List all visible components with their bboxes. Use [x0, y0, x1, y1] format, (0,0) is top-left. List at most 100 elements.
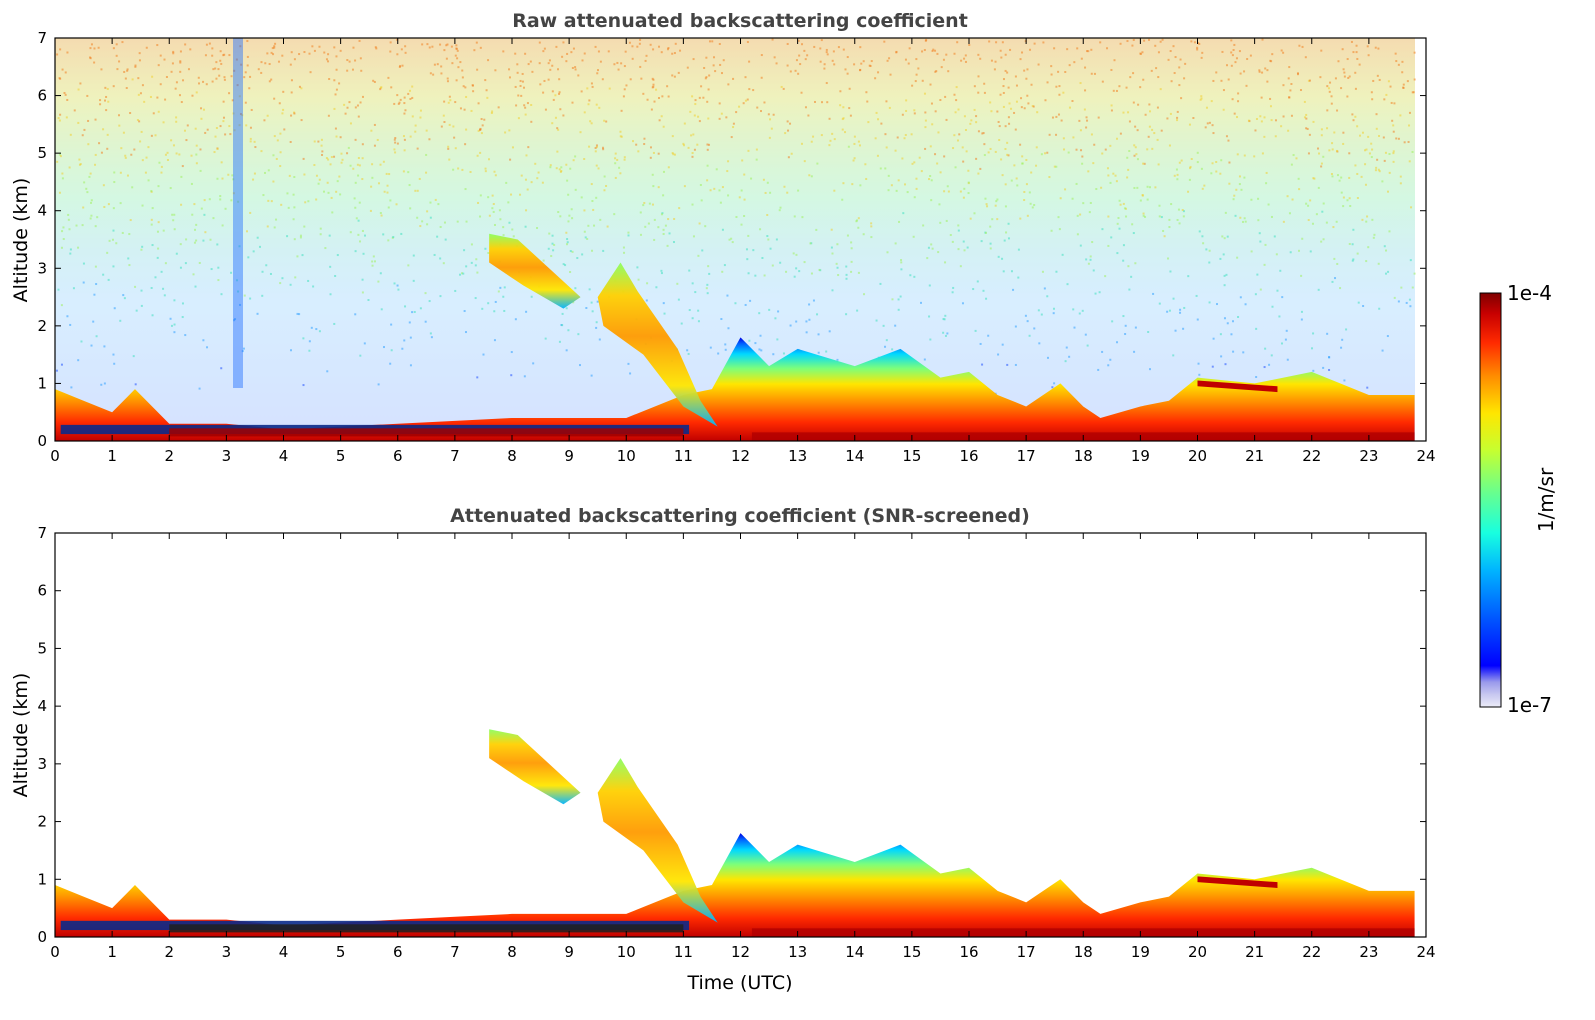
- noise-dot: [562, 263, 565, 266]
- noise-dot: [369, 209, 372, 212]
- noise-dot: [1198, 373, 1201, 376]
- noise-dot: [831, 289, 834, 292]
- noise-dot: [411, 115, 414, 118]
- noise-dot: [1073, 61, 1076, 64]
- noise-dot: [805, 320, 808, 323]
- noise-dot: [336, 180, 339, 183]
- noise-dot: [75, 224, 78, 227]
- noise-dot: [122, 294, 125, 297]
- noise-dot: [1376, 74, 1379, 77]
- noise-dot: [1020, 106, 1023, 109]
- noise-dot: [1305, 127, 1308, 130]
- noise-dot: [370, 185, 373, 188]
- noise-dot: [1291, 198, 1294, 201]
- noise-dot: [138, 59, 141, 62]
- noise-dot: [1014, 363, 1017, 366]
- noise-dot: [959, 265, 962, 268]
- noise-dot: [1132, 101, 1135, 104]
- noise-dot: [1161, 38, 1164, 41]
- noise-dot: [774, 317, 777, 320]
- noise-dot: [879, 167, 882, 170]
- noise-dot: [1326, 85, 1329, 88]
- noise-dot: [396, 284, 399, 287]
- noise-dot: [603, 175, 606, 178]
- noise-dot: [657, 186, 660, 189]
- noise-dot: [928, 284, 931, 287]
- noise-dot: [249, 137, 252, 140]
- noise-dot: [189, 48, 192, 51]
- noise-dot: [476, 271, 479, 274]
- noise-dot: [499, 286, 502, 289]
- noise-dot: [524, 178, 527, 181]
- noise-dot: [1234, 61, 1237, 64]
- noise-dot: [957, 248, 960, 251]
- noise-dot: [1264, 243, 1267, 246]
- noise-dot: [640, 77, 643, 80]
- noise-dot: [1211, 124, 1214, 127]
- x-tick-label: 13: [788, 447, 807, 465]
- noise-dot: [524, 106, 527, 109]
- noise-dot: [601, 78, 604, 81]
- noise-dot: [925, 38, 928, 41]
- noise-dot: [572, 159, 575, 162]
- noise-dot: [195, 153, 198, 156]
- noise-dot: [718, 102, 721, 105]
- noise-dot: [115, 54, 118, 57]
- noise-dot: [325, 58, 328, 61]
- noise-dot: [741, 159, 744, 162]
- noise-dot: [738, 196, 741, 199]
- noise-dot: [520, 94, 523, 97]
- noise-dot: [557, 68, 560, 71]
- noise-dot: [213, 151, 216, 154]
- noise-dot: [663, 312, 666, 315]
- noise-dot: [1413, 51, 1416, 54]
- noise-dot: [77, 359, 80, 362]
- noise-dot: [244, 101, 247, 104]
- noise-dot: [1156, 106, 1159, 109]
- noise-dot: [804, 106, 807, 109]
- noise-dot: [1116, 252, 1119, 255]
- noise-dot: [973, 212, 976, 215]
- noise-dot: [595, 103, 598, 106]
- noise-dot: [1160, 216, 1163, 219]
- noise-dot: [290, 91, 293, 94]
- noise-dot: [694, 291, 697, 294]
- noise-dot: [230, 75, 233, 78]
- x-tick-label: 6: [393, 943, 403, 961]
- x-tick-label: 12: [731, 943, 750, 961]
- noise-dot: [891, 348, 894, 351]
- noise-dot: [732, 77, 735, 80]
- noise-dot: [416, 216, 419, 219]
- noise-dot: [380, 308, 383, 311]
- noise-dot: [160, 165, 163, 168]
- noise-dot: [671, 135, 674, 138]
- noise-dot: [544, 337, 547, 340]
- noise-dot: [554, 94, 557, 97]
- noise-dot: [977, 91, 980, 94]
- noise-dot: [551, 242, 554, 245]
- noise-dot: [134, 383, 137, 386]
- noise-dot: [605, 184, 608, 187]
- noise-dot: [268, 63, 271, 66]
- noise-dot: [1166, 310, 1169, 313]
- noise-dot: [1155, 67, 1158, 70]
- noise-dot: [1338, 179, 1341, 182]
- noise-dot: [106, 133, 109, 136]
- noise-dot: [1179, 308, 1182, 311]
- noise-dot: [619, 135, 622, 138]
- noise-dot: [877, 118, 880, 121]
- noise-dot: [117, 114, 120, 117]
- noise-dot: [857, 271, 860, 274]
- noise-dot: [320, 144, 323, 147]
- noise-dot: [138, 120, 141, 123]
- noise-dot: [326, 370, 329, 373]
- noise-dot: [487, 158, 490, 161]
- noise-dot: [476, 68, 479, 71]
- noise-dot: [561, 312, 564, 315]
- noise-dot: [1376, 158, 1379, 161]
- noise-dot: [661, 95, 664, 98]
- noise-dot: [931, 247, 934, 250]
- noise-dot: [691, 282, 694, 285]
- noise-dot: [90, 344, 93, 347]
- noise-dot: [281, 112, 284, 115]
